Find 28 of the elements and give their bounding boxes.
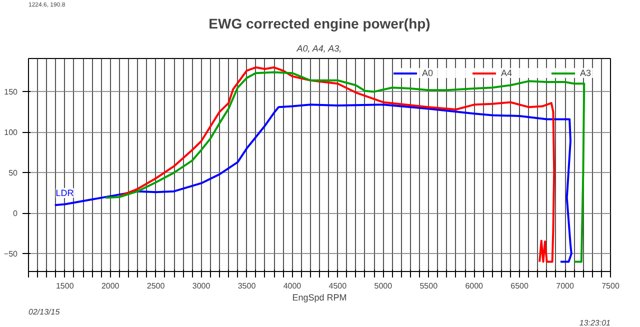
- text: 13:23:01: [579, 318, 610, 327]
- legend-label: A4: [501, 68, 514, 78]
- x-tick-label: 2000: [101, 282, 120, 290]
- x-tick-label: 4500: [328, 282, 348, 290]
- x-axis-title: EngSpd RPM: [292, 292, 347, 302]
- x-tick-label: 7500: [602, 282, 620, 290]
- y-tick-label: 150: [4, 88, 18, 97]
- chart-subtitle: A0, A4, A3,: [296, 44, 342, 54]
- x-tick-label: 4000: [283, 282, 302, 290]
- x-tick-label: 2500: [146, 282, 166, 290]
- text: 02/13/15: [28, 308, 60, 316]
- x-tick-label: 1500: [56, 282, 74, 290]
- x-tick-label: 3500: [238, 282, 256, 290]
- y-tick-label: 100: [4, 128, 18, 138]
- chart-title: EWG corrected engine power(hp): [208, 16, 430, 32]
- x-tick-label: 7000: [556, 282, 574, 290]
- x-tick-label: 6500: [510, 282, 530, 290]
- x-tick-label: 3000: [192, 282, 211, 290]
- legend-label: A3: [580, 68, 592, 78]
- x-tick-label: 6000: [465, 282, 484, 290]
- x-tick-label: 5000: [374, 282, 393, 290]
- x-tick-label: 5500: [420, 282, 438, 290]
- y-tick-label: 50: [8, 168, 18, 178]
- y-tick-label: 0: [13, 209, 18, 218]
- line-series: [54, 104, 572, 263]
- y-tick-label: −50: [4, 250, 18, 259]
- annotation: LDR: [56, 188, 74, 198]
- legend-label: A0: [422, 68, 434, 78]
